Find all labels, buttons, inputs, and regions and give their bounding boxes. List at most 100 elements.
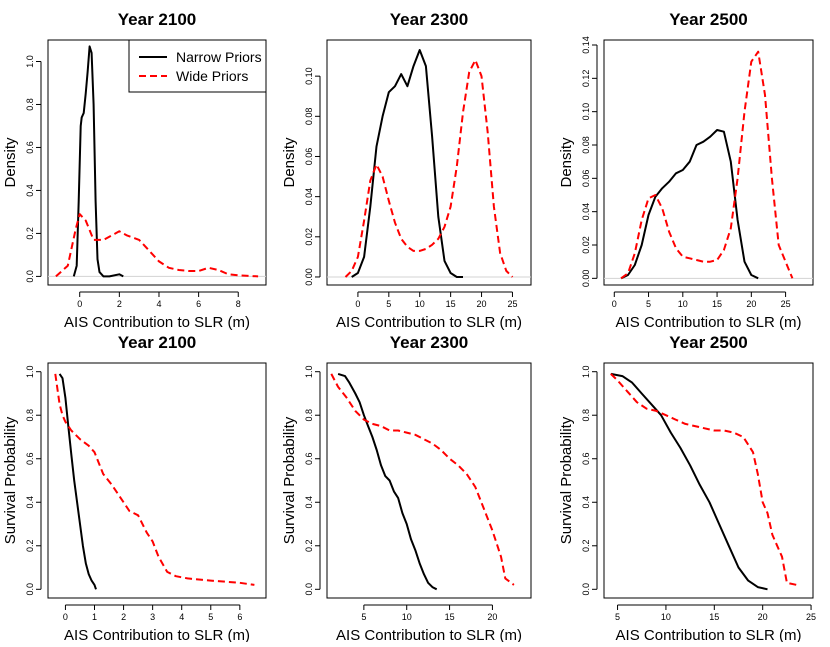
x-tick-label: 4	[179, 612, 184, 622]
panel-6: Year 2500 5 10 15 20 25 AIS Contribution to SL…	[558, 333, 816, 644]
x-tick-label: 5	[208, 612, 213, 622]
y-tick-label: 0.06	[581, 170, 591, 188]
x-tick-label: 10	[678, 299, 688, 309]
y-axis-label: Density	[558, 137, 575, 188]
y-tick-label: 0.10	[304, 67, 314, 85]
x-tick-label: 3	[150, 612, 155, 622]
x-tick-label: 15	[709, 612, 719, 622]
x-axis-label: AIS Contribution to SLR (m)	[64, 627, 250, 642]
x-axis-label: AIS Contribution to SLR (m)	[336, 627, 522, 642]
x-tick-label: 2	[121, 612, 126, 622]
x-tick-label: 20	[746, 299, 756, 309]
panel-title: Year 2500	[669, 333, 747, 352]
y-axis-label: Density	[2, 137, 19, 188]
series-line-wide-priors	[344, 59, 514, 278]
x-tick-label: 10	[402, 612, 412, 622]
y-tick-label: 0.2	[304, 540, 314, 553]
x-tick-label: 0	[355, 299, 360, 309]
y-tick-label: 0.0	[304, 583, 314, 596]
x-tick-label: 6	[196, 299, 201, 309]
y-tick-label: 0.06	[304, 148, 314, 166]
y-tick-label: 0.8	[25, 98, 35, 111]
panel-4: Year 2100 0 1 2 3 4 5 6 AIS Contribution to SLR …	[2, 333, 267, 644]
y-tick-label: 1.0	[581, 365, 591, 378]
y-tick-label: 0.2	[25, 540, 35, 553]
x-tick-label: 20	[487, 612, 497, 622]
y-tick-label: 0.2	[25, 227, 35, 240]
series-line-wide-priors	[54, 373, 255, 586]
x-tick-label: 5	[361, 612, 366, 622]
y-tick-label: 0.6	[581, 452, 591, 465]
series-line-narrow-priors	[72, 45, 124, 278]
series-line-wide-priors	[55, 213, 259, 278]
x-axis-label: AIS Contribution to SLR (m)	[64, 314, 250, 331]
y-tick-label: 0.4	[25, 184, 35, 197]
panel-title: Year 2100	[118, 10, 196, 29]
plot-frame	[603, 39, 814, 286]
panel-2: Year 2300 0 5 10 15 20 25 AIS Contribution to S…	[281, 10, 532, 331]
x-tick-label: 5	[615, 612, 620, 622]
x-tick-label: 1	[92, 612, 97, 622]
plot-frame	[603, 362, 814, 599]
series-line-narrow-priors	[620, 129, 759, 280]
y-tick-label: 0.04	[581, 203, 591, 221]
y-tick-label: 0.0	[25, 583, 35, 596]
x-tick-label: 15	[445, 612, 455, 622]
x-tick-label: 10	[661, 612, 671, 622]
y-tick-label: 0.8	[581, 409, 591, 422]
x-tick-label: 6	[237, 612, 242, 622]
y-tick-label: 0.8	[304, 409, 314, 422]
y-tick-label: 0.0	[25, 270, 35, 283]
x-tick-label: 20	[758, 612, 768, 622]
x-tick-label: 25	[781, 299, 791, 309]
y-tick-label: 0.6	[304, 452, 314, 465]
y-axis-label: Survival Probability	[281, 416, 298, 544]
x-tick-label: 10	[415, 299, 425, 309]
x-tick-label: 0	[63, 612, 68, 622]
x-tick-label: 25	[806, 612, 816, 622]
panel-1: Year 2100 0 2 4 6 8 AIS Contribution to SLR (m…	[2, 10, 267, 331]
x-tick-label: 0	[612, 299, 617, 309]
y-tick-label: 0.0	[581, 583, 591, 596]
x-axis-label: AIS Contribution to SLR (m)	[616, 314, 802, 331]
y-tick-label: 0.4	[304, 496, 314, 509]
x-tick-label: 2	[117, 299, 122, 309]
y-axis-label: Density	[281, 137, 298, 188]
plot-frame	[326, 362, 532, 599]
legend: Narrow Priors Wide Priors	[128, 39, 267, 93]
legend-box	[128, 39, 267, 93]
y-tick-label: 0.4	[581, 496, 591, 509]
series-line-narrow-priors	[337, 372, 438, 591]
plot-frame	[47, 362, 267, 599]
x-tick-label: 5	[646, 299, 651, 309]
x-tick-label: 20	[477, 299, 487, 309]
y-tick-label: 0.6	[25, 452, 35, 465]
y-tick-label: 1.0	[25, 365, 35, 378]
y-tick-label: 0.6	[25, 141, 35, 154]
plot-frame	[326, 39, 532, 286]
y-axis-label: Survival Probability	[2, 416, 19, 544]
series-line-narrow-priors	[58, 373, 97, 590]
legend-label-wide: Wide Priors	[176, 68, 248, 84]
y-tick-label: 0.04	[304, 188, 314, 206]
series-line-narrow-priors	[351, 49, 463, 278]
x-tick-label: 0	[77, 299, 82, 309]
x-axis-label: AIS Contribution to SLR (m)	[336, 314, 522, 331]
panel-title: Year 2300	[390, 10, 468, 29]
y-tick-label: 0.00	[304, 268, 314, 286]
y-tick-label: 0.02	[581, 236, 591, 254]
legend-label-narrow: Narrow Priors	[176, 49, 262, 65]
panel-title: Year 2300	[390, 333, 468, 352]
x-tick-label: 15	[446, 299, 456, 309]
x-axis-label: AIS Contribution to SLR (m)	[616, 627, 802, 642]
y-tick-label: 1.0	[304, 365, 314, 378]
x-tick-label: 25	[507, 299, 517, 309]
panel-3: Year 2500 0 5 10 15 20 25 AIS Contribution to S…	[558, 10, 814, 331]
x-tick-label: 4	[156, 299, 161, 309]
y-tick-label: 0.10	[581, 103, 591, 121]
y-tick-label: 0.08	[581, 136, 591, 154]
y-tick-label: 0.2	[581, 540, 591, 553]
panel-title: Year 2500	[669, 10, 747, 29]
y-tick-label: 0.12	[581, 70, 591, 88]
